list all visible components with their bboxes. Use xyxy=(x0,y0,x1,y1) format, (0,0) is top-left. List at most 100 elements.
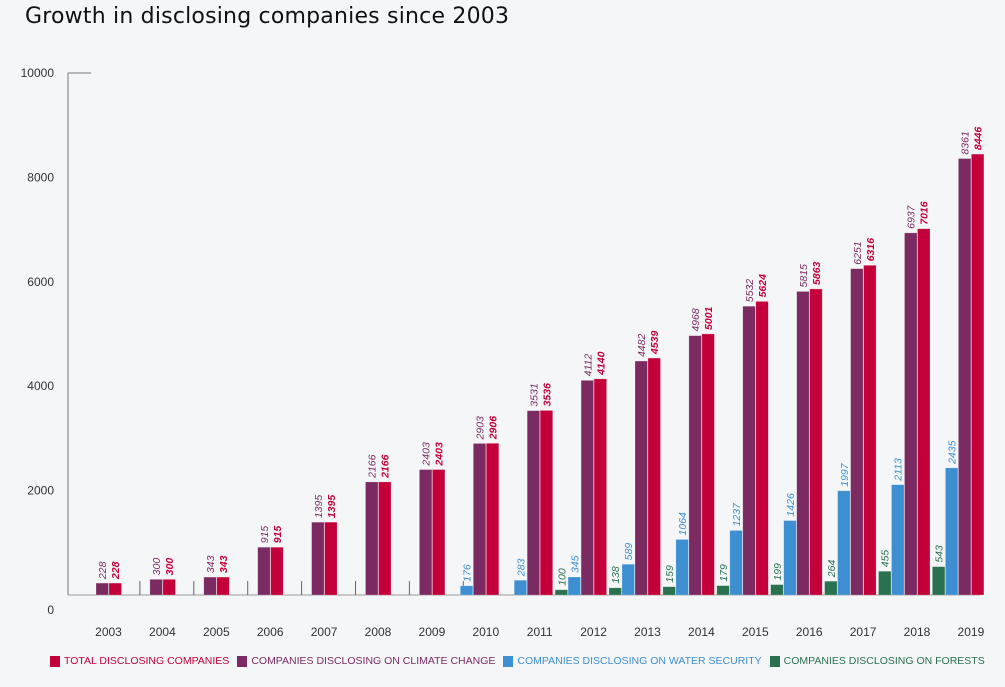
bar-forests xyxy=(608,587,622,596)
bar-climate xyxy=(149,579,163,596)
data-label-climate: 2166 xyxy=(367,454,379,479)
chart-title: Growth in disclosing companies since 200… xyxy=(25,4,510,29)
data-label-total: 6316 xyxy=(865,238,877,262)
legend-item-climate[interactable]: COMPANIES DISCLOSING ON CLIMATE CHANGE xyxy=(237,655,495,667)
bar-total xyxy=(647,357,661,596)
data-label-total: 7016 xyxy=(919,201,931,225)
data-label-water: 2435 xyxy=(947,440,959,465)
bar-total xyxy=(324,521,338,596)
x-tick-labels: 2003 2004 2005 2006 2007 2008 2009 2010 2011 2012… xyxy=(95,625,984,639)
bar-total xyxy=(593,378,607,596)
x-tick-label: 2005 xyxy=(203,625,230,639)
y-tick-label: 2000 xyxy=(27,484,54,498)
bar-climate xyxy=(203,576,217,596)
data-label-total: 4140 xyxy=(595,351,607,376)
data-label-climate: 5532 xyxy=(744,279,756,303)
bar-total xyxy=(432,469,446,596)
data-label-forests: 455 xyxy=(880,550,892,568)
data-label-forests: 199 xyxy=(772,563,784,581)
data-label-total: 5624 xyxy=(757,274,769,298)
bar-climate xyxy=(742,305,756,596)
bar-total xyxy=(485,443,500,596)
bar-climate xyxy=(634,360,648,596)
bar-water xyxy=(621,563,635,596)
x-tick-label: 2012 xyxy=(580,625,607,639)
bar-forests xyxy=(662,586,676,596)
bar-forests xyxy=(878,570,892,596)
data-label-climate: 5815 xyxy=(798,264,810,288)
data-label-climate: 915 xyxy=(259,526,271,544)
bar-water xyxy=(891,484,905,596)
bar-climate xyxy=(257,546,271,596)
data-label-water: 2113 xyxy=(893,458,905,482)
bar-total xyxy=(378,481,392,596)
legend-swatch-forests xyxy=(769,655,780,667)
x-tick-label: 2010 xyxy=(472,625,499,639)
data-label-total: 2906 xyxy=(488,416,500,441)
data-label-total: 2166 xyxy=(380,454,392,479)
bar-total xyxy=(809,288,823,596)
bars xyxy=(95,153,985,596)
bar-total xyxy=(108,582,122,596)
y-tick-label: 10000 xyxy=(21,66,55,80)
legend-swatch-water xyxy=(503,655,514,667)
data-label-water: 1426 xyxy=(785,493,797,517)
bar-total xyxy=(755,301,769,596)
data-label-forests: 100 xyxy=(556,568,568,586)
data-label-climate: 6937 xyxy=(906,204,918,229)
x-tick-label: 2016 xyxy=(796,625,823,639)
bar-forests xyxy=(554,589,568,596)
y-tick-label: 6000 xyxy=(27,275,54,289)
legend-item-total[interactable]: TOTAL DISCLOSING COMPANIES xyxy=(50,655,229,667)
x-tick-label: 2006 xyxy=(257,625,284,639)
bar-climate xyxy=(580,380,594,596)
legend-label-forests: COMPANIES DISCLOSING ON FORESTS xyxy=(783,655,985,667)
bar-water xyxy=(567,576,581,596)
y-tick-label: 4000 xyxy=(27,379,54,393)
data-label-climate: 2903 xyxy=(475,416,487,441)
bar-water xyxy=(513,579,528,596)
x-tick-label: 2017 xyxy=(850,625,877,639)
data-label-total: 228 xyxy=(110,561,122,580)
data-label-total: 300 xyxy=(164,558,176,576)
bar-forests xyxy=(716,585,730,596)
data-label-forests: 264 xyxy=(826,560,838,579)
x-tick-label: 2008 xyxy=(365,625,392,639)
legend-label-total: TOTAL DISCLOSING COMPANIES xyxy=(64,655,230,667)
legend-item-water[interactable]: COMPANIES DISCLOSING ON WATER SECURITY xyxy=(503,655,762,667)
legend-item-forests[interactable]: COMPANIES DISCLOSING ON FORESTS xyxy=(769,655,985,667)
bar-climate xyxy=(904,232,918,596)
data-label-total: 915 xyxy=(272,526,284,544)
x-tick-label: 2011 xyxy=(527,625,553,639)
bar-climate xyxy=(311,521,325,596)
bar-total xyxy=(539,410,554,596)
bar-forests xyxy=(824,580,838,596)
data-label-climate: 228 xyxy=(97,561,109,580)
legend-swatch-total xyxy=(50,655,60,667)
bar-water xyxy=(837,490,851,596)
x-tick-label: 2019 xyxy=(958,625,985,639)
data-label-total: 5863 xyxy=(811,261,823,285)
data-label-water: 176 xyxy=(462,564,474,582)
bar-total xyxy=(863,265,877,596)
bar-climate xyxy=(958,158,972,596)
data-label-climate: 6251 xyxy=(852,241,864,264)
data-label-total: 2403 xyxy=(434,442,446,467)
data-label-forests: 138 xyxy=(610,566,622,584)
data-label-climate: 8361 xyxy=(960,131,972,154)
bar-climate xyxy=(365,481,379,596)
bar-water xyxy=(945,467,959,596)
data-label-climate: 3531 xyxy=(528,383,540,406)
x-tick-label: 2018 xyxy=(904,625,931,639)
bar-total xyxy=(162,579,176,596)
bar-water xyxy=(459,585,474,596)
bar-climate xyxy=(95,582,109,596)
legend-label-climate: COMPANIES DISCLOSING ON CLIMATE CHANGE xyxy=(251,655,496,667)
data-label-water: 589 xyxy=(623,543,635,561)
bar-climate xyxy=(850,268,864,596)
data-label-climate: 4968 xyxy=(690,308,702,332)
bar-climate xyxy=(419,469,433,596)
data-label-climate: 300 xyxy=(151,558,163,576)
x-tick-label: 2007 xyxy=(311,625,338,639)
x-tick-label: 2004 xyxy=(149,625,176,639)
